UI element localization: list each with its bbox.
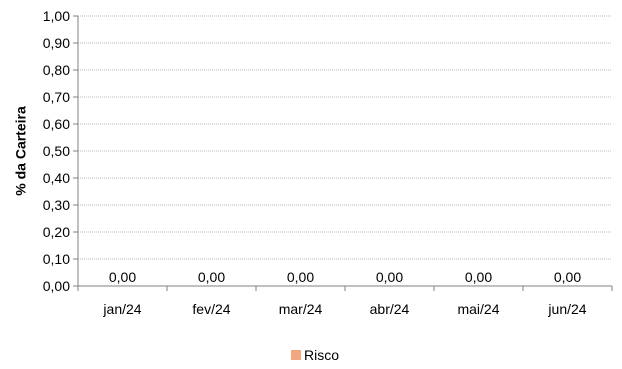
x-tick-label: mai/24 [457, 301, 499, 317]
x-tick-label: mar/24 [279, 301, 323, 317]
data-labels: 0,00 0,00 0,00 0,00 0,00 0,00 [109, 269, 581, 285]
x-axis-ticks: jan/24 fev/24 mar/24 abr/24 mai/24 jun/24 [77, 286, 613, 317]
x-tick-label: jan/24 [102, 301, 141, 317]
y-tick-label: 0,30 [43, 197, 70, 213]
data-label: 0,00 [554, 269, 581, 285]
x-tick-label: fev/24 [192, 301, 230, 317]
data-label: 0,00 [376, 269, 403, 285]
y-axis-ticks: 0,00 0,10 0,20 0,30 0,40 0,50 0,60 0,70 0,80 0,90… [43, 8, 78, 294]
x-tick-label: abr/24 [370, 301, 410, 317]
y-tick-label: 0,20 [43, 224, 70, 240]
y-tick-label: 0,50 [43, 143, 70, 159]
data-label: 0,00 [287, 269, 314, 285]
y-tick-label: 0,00 [43, 278, 70, 294]
y-tick-label: 0,90 [43, 35, 70, 51]
legend: Risco [291, 347, 339, 363]
data-label: 0,00 [198, 269, 225, 285]
legend-label-risco: Risco [304, 347, 339, 363]
x-tick-label: jun/24 [547, 301, 586, 317]
data-label: 0,00 [465, 269, 492, 285]
y-tick-label: 0,40 [43, 170, 70, 186]
data-label: 0,00 [109, 269, 136, 285]
y-tick-label: 0,70 [43, 89, 70, 105]
y-tick-label: 0,80 [43, 62, 70, 78]
y-axis-title: % da Carteira [13, 106, 29, 196]
legend-swatch-risco [291, 350, 301, 360]
y-tick-label: 0,10 [43, 251, 70, 267]
y-tick-label: 1,00 [43, 8, 70, 24]
y-tick-label: 0,60 [43, 116, 70, 132]
grid-lines [78, 15, 612, 260]
